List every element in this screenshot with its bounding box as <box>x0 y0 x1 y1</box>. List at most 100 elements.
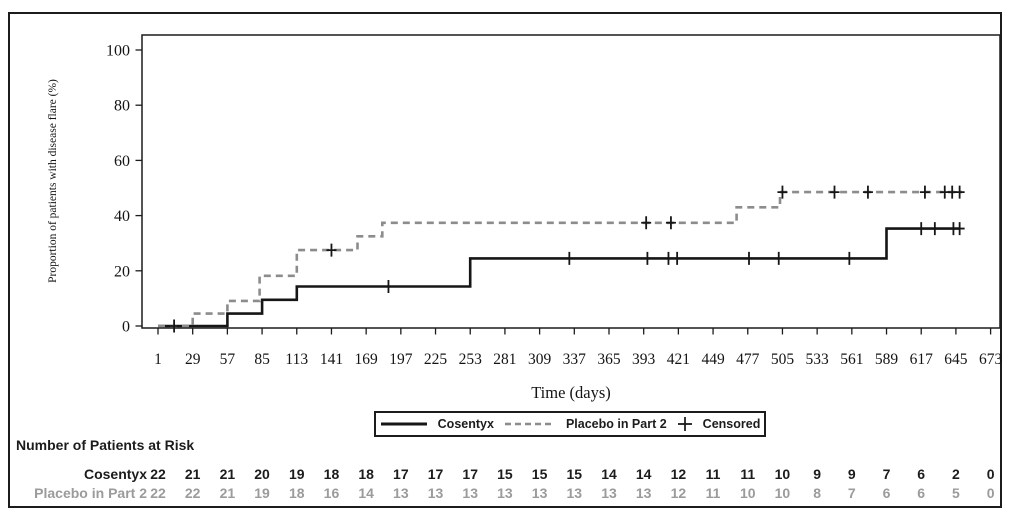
risk-row-placebo-in-part-2: Placebo in Part 2 22 22 21 19 18 16 14 13 13 13 13 1… <box>0 485 1010 502</box>
y-tick-label: 0 <box>122 319 130 336</box>
legend: Cosentyx Placebo in Part 2 Censored <box>374 411 766 437</box>
risk-value: 13 <box>427 485 444 501</box>
risk-value: 10 <box>774 485 791 501</box>
risk-value: 17 <box>427 466 444 482</box>
legend-cosentyx-label: Cosentyx <box>437 417 494 431</box>
censored-marker <box>919 185 930 199</box>
risk-value: 19 <box>254 485 270 501</box>
censored-marker <box>383 280 394 294</box>
risk-value: 18 <box>323 466 340 482</box>
x-tick-label: 197 <box>389 351 413 368</box>
risk-value: 13 <box>566 485 583 501</box>
x-tick-label: 477 <box>736 351 760 368</box>
risk-value: 21 <box>184 466 201 482</box>
risk-table-title: Number of Patients at Risk <box>16 437 195 453</box>
legend-censored-plus-icon <box>677 417 692 431</box>
legend-cosentyx-line-sample <box>380 422 427 426</box>
x-tick-label: 1 <box>154 351 162 368</box>
plot-frame <box>141 34 1001 329</box>
risk-value: 10 <box>739 485 756 501</box>
censored-marker <box>777 185 788 199</box>
series-line-cosentyx <box>158 227 960 328</box>
censored-marker <box>929 222 940 236</box>
risk-value: 11 <box>705 485 721 501</box>
x-tick-label: 253 <box>459 351 483 368</box>
risk-value: 9 <box>813 466 822 482</box>
risk-value: 13 <box>462 485 478 501</box>
risk-value: 14 <box>601 466 617 482</box>
x-tick-label: 309 <box>528 351 552 368</box>
risk-value: 14 <box>635 466 652 482</box>
censored-marker <box>862 185 873 199</box>
x-axis-title: Time (days) <box>531 383 611 402</box>
risk-value: 18 <box>358 466 374 482</box>
risk-value: 13 <box>497 485 513 501</box>
risk-row-cosentyx: Cosentyx 22 21 21 20 19 18 18 17 17 17 15 15 15 14 14 12… <box>0 466 1010 483</box>
risk-value: 15 <box>531 466 548 482</box>
risk-row-label: Placebo in Part 2 <box>34 485 147 501</box>
censored-marker <box>844 251 855 265</box>
x-tick-label: 561 <box>840 351 863 368</box>
risk-value: 18 <box>288 485 305 501</box>
x-tick-label: 449 <box>701 351 725 368</box>
risk-value: 13 <box>393 485 409 501</box>
censored-marker <box>954 222 965 236</box>
y-tick-label: 60 <box>114 153 130 170</box>
risk-value: 11 <box>705 466 721 482</box>
risk-value: 8 <box>813 485 822 501</box>
y-tick-label: 80 <box>114 98 130 115</box>
risk-value: 12 <box>670 485 687 501</box>
risk-value: 10 <box>774 466 791 482</box>
risk-value: 6 <box>917 485 926 501</box>
censored-marker <box>564 251 575 265</box>
risk-value: 13 <box>635 485 652 501</box>
x-tick-label: 281 <box>493 351 516 368</box>
y-tick-label: 20 <box>114 263 130 280</box>
censored-marker <box>326 243 337 257</box>
y-axis-title: Proportion of patients with disease flar… <box>47 79 59 283</box>
risk-value: 6 <box>882 485 891 501</box>
risk-value: 12 <box>670 466 687 482</box>
risk-value: 15 <box>497 466 513 482</box>
risk-value: 21 <box>219 466 236 482</box>
risk-value: 5 <box>952 485 960 501</box>
censored-marker <box>916 222 927 236</box>
x-tick-label: 645 <box>944 351 968 368</box>
x-tick-label: 113 <box>285 351 308 368</box>
x-tick-label: 589 <box>875 351 899 368</box>
risk-value: 22 <box>150 466 166 482</box>
censored-marker <box>663 251 674 265</box>
legend-placebo-line-sample <box>504 422 555 426</box>
risk-value: 15 <box>566 466 583 482</box>
x-tick-label: 29 <box>185 351 201 368</box>
km-chart: Time (days) Proportion of patients with … <box>47 34 1003 402</box>
x-tick-label: 85 <box>254 351 270 368</box>
x-tick-label: 225 <box>424 351 448 368</box>
censored-marker <box>642 251 653 265</box>
x-tick-label: 393 <box>632 351 656 368</box>
censored-marker <box>773 251 784 265</box>
x-tick-label: 617 <box>910 351 934 368</box>
risk-row-label: Cosentyx <box>83 466 147 482</box>
censored-marker <box>672 251 683 265</box>
risk-value: 0 <box>986 466 995 482</box>
risk-value: 0 <box>986 485 995 501</box>
risk-value: 7 <box>847 485 856 501</box>
censored-marker <box>829 185 840 199</box>
x-tick-label: 141 <box>320 351 343 368</box>
risk-value: 21 <box>219 485 236 501</box>
risk-value: 2 <box>952 466 960 482</box>
x-tick-label: 673 <box>979 351 1003 368</box>
x-tick-label: 365 <box>597 351 621 368</box>
risk-value: 22 <box>150 485 166 501</box>
x-tick-label: 57 <box>220 351 236 368</box>
censored-marker <box>954 185 965 199</box>
risk-value: 7 <box>882 466 891 482</box>
x-tick-label: 505 <box>771 351 795 368</box>
risk-value: 14 <box>358 485 374 501</box>
censored-marker <box>743 251 754 265</box>
censored-marker <box>665 216 676 230</box>
risk-value: 22 <box>184 485 201 501</box>
censored-marker <box>641 216 652 230</box>
y-tick-label: 40 <box>114 208 130 225</box>
